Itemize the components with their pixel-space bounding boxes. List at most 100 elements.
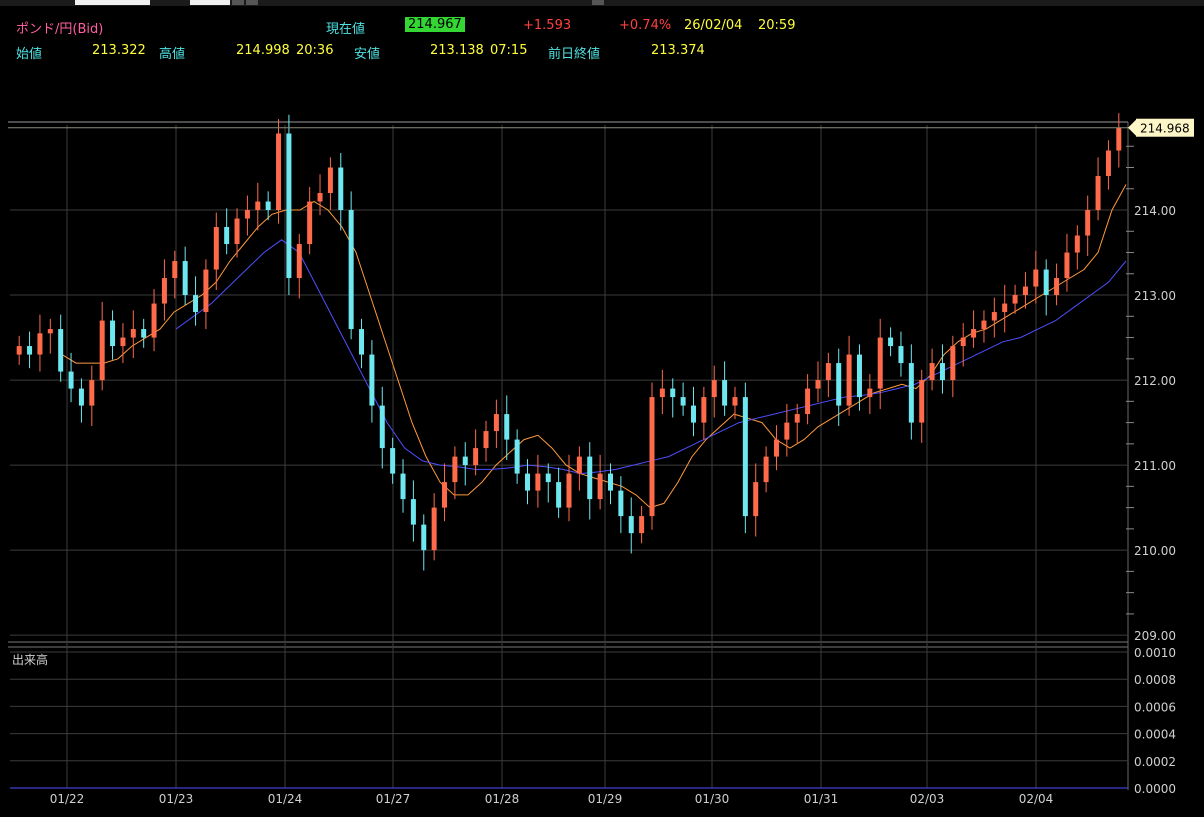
candle-body [1064,252,1070,279]
candle-body [794,414,800,423]
candle-body [390,448,396,474]
candle-body [473,448,479,466]
candle-body [1085,210,1091,236]
x-tick-label: 01/24 [268,792,303,806]
x-tick-label: 01/30 [695,792,730,806]
candle-body [960,337,966,347]
x-tick-label: 01/28 [485,792,520,806]
prev-close-value: 213.374 [651,43,705,58]
candle-body [483,431,489,449]
candle-body [950,346,956,381]
toolbar-field[interactable] [75,0,150,5]
symbol-title: ポンド/円(Bid) [16,22,104,37]
volume-y-tick: 0.0010 [1134,646,1176,660]
candle-body [535,473,541,491]
candle-body [462,456,468,466]
candle-body [296,244,302,279]
toolbar-button[interactable] [592,0,604,5]
candle-body [130,329,136,338]
candle-body [856,354,862,398]
candles [16,113,1122,571]
candle-body [1105,150,1111,177]
x-tick-label: 01/29 [588,792,623,806]
candle-body [784,422,790,440]
candle-body [701,397,707,423]
candle-body [431,507,437,551]
candle-body [151,303,157,338]
volume-panel-title: 出来高 [12,652,48,667]
candle-body [442,482,448,508]
candle-body [1116,127,1122,151]
candle-body [224,227,230,245]
candle-body [307,201,313,245]
candle-body [525,473,531,491]
candle-body [639,516,645,534]
candle-body [78,388,84,406]
candle-body [805,388,811,415]
candle-body [504,414,510,440]
last-price-tag: 214.968 [8,118,1194,137]
candle-body [711,380,717,398]
candle-body [317,193,323,202]
candle-body [1002,303,1008,313]
high-label: 高値 [159,47,186,62]
candle-body [493,414,499,432]
candle-body [659,388,665,398]
candle-body [203,269,209,313]
x-tick-label: 01/31 [804,792,839,806]
last-price-box [1136,118,1194,137]
y-tick-label: 210.00 [1134,544,1176,558]
candle-body [981,320,987,330]
candle-body [89,380,95,406]
candle-body [452,456,458,483]
moving-averages [61,184,1127,509]
toolbar-button[interactable] [246,0,258,5]
grid-lines [8,121,1129,790]
candle-body [971,329,977,338]
candle-body [379,405,385,449]
current-value: 214.967 [405,17,465,32]
candle-body [773,439,779,457]
candle-body [618,490,624,517]
candle-body [27,346,33,355]
x-tick-label: 01/23 [159,792,194,806]
change-percent: +0.74% [619,18,672,33]
candle-body [1022,286,1028,296]
quote-time: 20:59 [758,18,796,33]
candle-body [141,329,147,338]
axes: 209.00 210.00 211.00 212.00 213.00 214.00 01/2… [50,145,1176,806]
toolbar-field[interactable] [190,0,230,5]
candle-body [742,397,748,517]
quote-date: 26/02/04 [684,18,743,33]
last-price-label: 214.968 [1140,122,1190,136]
change-value: +1.593 [523,18,572,33]
candle-body [1095,176,1101,211]
last-price-arrow [1128,119,1136,136]
candle-body [58,329,64,372]
candle-body [763,456,769,483]
candle-body [587,456,593,500]
candle-body [99,320,105,381]
volume-y-tick: 0.0000 [1134,782,1176,796]
candle-body [16,346,22,355]
candle-body [47,329,53,334]
low-label: 安値 [354,47,381,62]
candle-body [348,210,354,330]
candle-body [1043,269,1049,296]
x-tick-label: 01/27 [376,792,411,806]
candle-body [286,133,292,279]
candle-body [1074,235,1080,253]
prev-close-label: 前日終値 [548,47,601,62]
current-label: 現在値 [326,22,366,37]
candle-body [276,133,282,211]
high-time: 20:36 [296,43,334,58]
candle-body [888,337,894,347]
candle-body [37,333,43,355]
candle-body [265,201,271,211]
low-value: 213.138 [430,43,484,58]
candle-body [556,482,562,508]
x-tick-label: 01/22 [50,792,85,806]
toolbar-button[interactable] [232,0,244,5]
